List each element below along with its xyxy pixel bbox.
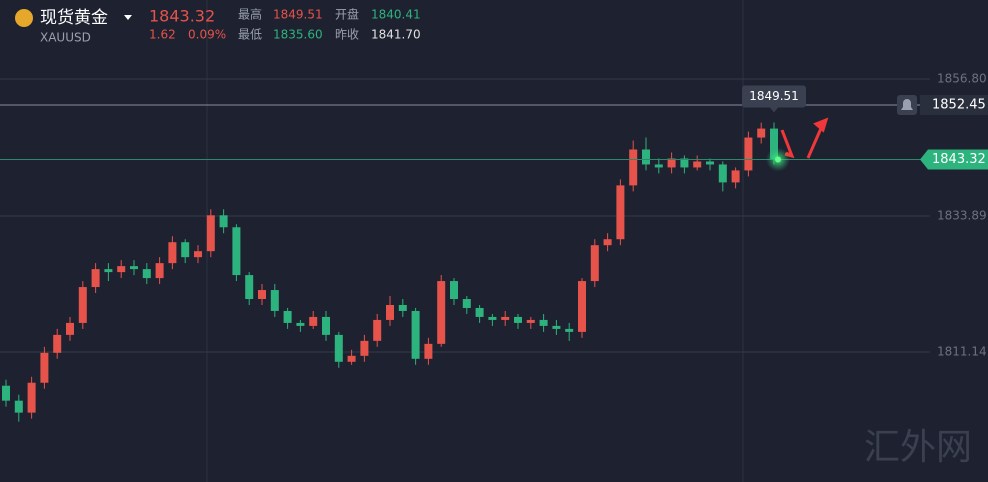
candle-body xyxy=(578,281,586,332)
candle-body xyxy=(347,355,356,362)
candle-body xyxy=(78,287,87,323)
candle-body xyxy=(130,266,138,270)
candle-body xyxy=(245,275,254,300)
low-value: 1835.60 xyxy=(273,28,323,42)
candle-body xyxy=(526,319,535,323)
change: 1.62 xyxy=(149,28,176,42)
low-label: 最低 xyxy=(238,28,262,42)
annotation-arrow xyxy=(806,117,829,159)
candle-body xyxy=(27,382,36,413)
candle-body xyxy=(117,266,126,273)
symbol: XAUUSD xyxy=(40,31,91,45)
candle-body xyxy=(168,242,177,264)
candle-body xyxy=(565,328,574,332)
candle-body xyxy=(206,215,215,252)
y-tick-label: 1811.14 xyxy=(937,344,987,358)
gold-icon xyxy=(15,9,33,27)
candle-body xyxy=(731,170,740,183)
candle-body xyxy=(590,245,599,282)
prev-value: 1841.70 xyxy=(371,28,421,42)
price-label-bg xyxy=(920,149,988,170)
candle-body xyxy=(219,215,228,228)
candle-body xyxy=(373,319,382,341)
candle-body xyxy=(270,290,279,311)
candle-body xyxy=(654,164,663,168)
candle-body xyxy=(770,128,778,160)
candle-body xyxy=(462,299,471,308)
high-tooltip: 1849.51 xyxy=(749,89,799,103)
y-tick-label: 1833.89 xyxy=(937,208,987,222)
candle-body xyxy=(757,128,766,138)
candle-body xyxy=(718,164,727,183)
candle-body xyxy=(488,316,497,320)
candle-body xyxy=(2,385,10,401)
candle-body xyxy=(603,239,612,246)
candle-body xyxy=(309,316,318,326)
high-value: 1849.51 xyxy=(273,8,323,22)
candle-body xyxy=(514,316,522,323)
change-pct: 0.09% xyxy=(188,28,226,42)
candle-body xyxy=(450,281,458,300)
high-tooltip-bg xyxy=(742,85,806,108)
candle-body xyxy=(104,269,113,273)
dropdown-caret[interactable] xyxy=(124,15,132,20)
candle-body xyxy=(296,322,305,326)
candle-body xyxy=(629,149,638,186)
candle-body xyxy=(91,269,100,288)
alert-bell xyxy=(901,98,913,110)
candle-body xyxy=(475,307,484,317)
candle-body xyxy=(53,334,62,353)
candle-body xyxy=(706,161,714,165)
candle-body xyxy=(142,269,151,279)
candle-body xyxy=(258,290,266,300)
open-value: 1840.41 xyxy=(371,8,421,22)
candle-body xyxy=(181,242,190,258)
candle-body xyxy=(14,400,23,413)
last-price: 1843.32 xyxy=(149,7,215,26)
candle-body xyxy=(411,310,420,359)
high-label: 最高 xyxy=(238,7,262,22)
watermark: 汇外网 xyxy=(864,427,972,468)
candle-body xyxy=(322,316,330,335)
candle-body xyxy=(642,149,650,165)
y-tick-label: 1856.80 xyxy=(937,71,987,85)
candle-body xyxy=(283,310,292,323)
candle-body xyxy=(693,161,702,168)
candle-body xyxy=(66,322,74,335)
candle-body xyxy=(360,340,369,356)
prev-label: 昨收 xyxy=(335,28,359,42)
candle-body xyxy=(334,334,343,362)
price-label: 1843.32 xyxy=(932,152,986,167)
open-label: 开盘 xyxy=(335,7,359,22)
last-dot xyxy=(775,156,781,163)
alert-label: 1852.45 xyxy=(932,97,986,112)
candle-body xyxy=(539,319,548,326)
candle-body xyxy=(744,137,753,171)
candle-body xyxy=(40,352,49,383)
high-tooltip-pointer xyxy=(770,107,778,113)
candle-body xyxy=(398,304,407,311)
candle-body xyxy=(667,158,676,168)
candle-body xyxy=(616,185,625,240)
candle-body xyxy=(386,304,394,320)
candle-body xyxy=(155,263,164,279)
candle-body xyxy=(552,325,561,329)
candle-body xyxy=(680,158,689,168)
candle-body xyxy=(424,343,433,359)
alert-label-bg xyxy=(920,94,988,115)
candle-body xyxy=(501,316,510,320)
candle-body xyxy=(232,227,241,276)
candle-body xyxy=(194,251,202,258)
instrument-name: 现货黄金 xyxy=(40,8,108,28)
candle-body xyxy=(437,281,446,344)
